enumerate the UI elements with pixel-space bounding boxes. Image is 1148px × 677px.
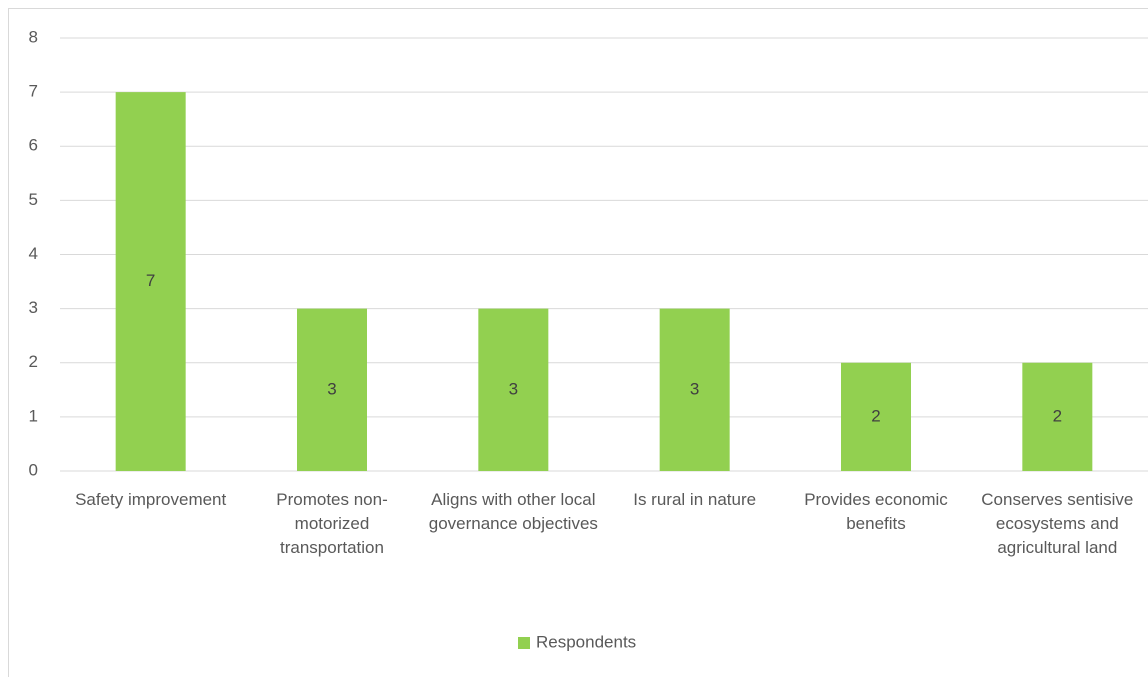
y-tick-label: 6 xyxy=(29,136,38,155)
bar xyxy=(659,308,730,471)
y-tick-label: 4 xyxy=(29,244,38,263)
x-tick-label: Provides economic benefits xyxy=(804,490,948,533)
x-tick-label: Promotes non-motorized transportation xyxy=(276,490,388,557)
x-tick-label: Conserves sentisive ecosystems and agric… xyxy=(981,490,1134,557)
legend-label: Respondents xyxy=(536,632,636,651)
y-tick-label: 0 xyxy=(29,460,38,479)
bar xyxy=(297,308,367,471)
bar xyxy=(115,92,186,471)
bar xyxy=(1022,362,1093,471)
y-tick-label: 5 xyxy=(29,190,38,209)
y-tick-label: 1 xyxy=(29,406,38,425)
data-label: 2 xyxy=(871,406,880,425)
bar xyxy=(841,362,911,471)
data-label: 7 xyxy=(146,271,155,290)
bar xyxy=(478,308,549,471)
x-tick-label: Safety improvement xyxy=(75,490,227,509)
y-tick-label: 2 xyxy=(29,352,38,371)
chart-border xyxy=(8,8,1148,677)
data-label: 3 xyxy=(690,379,699,398)
data-label: 3 xyxy=(509,379,518,398)
y-tick-label: 8 xyxy=(29,27,38,46)
data-label: 3 xyxy=(327,379,336,398)
x-tick-label: Aligns with other local governance objec… xyxy=(428,490,598,533)
x-tick-label: Is rural in nature xyxy=(633,490,757,509)
legend-swatch xyxy=(518,637,530,649)
y-tick-label: 7 xyxy=(29,82,38,101)
y-tick-label: 3 xyxy=(29,298,38,317)
data-label: 2 xyxy=(1053,406,1062,425)
